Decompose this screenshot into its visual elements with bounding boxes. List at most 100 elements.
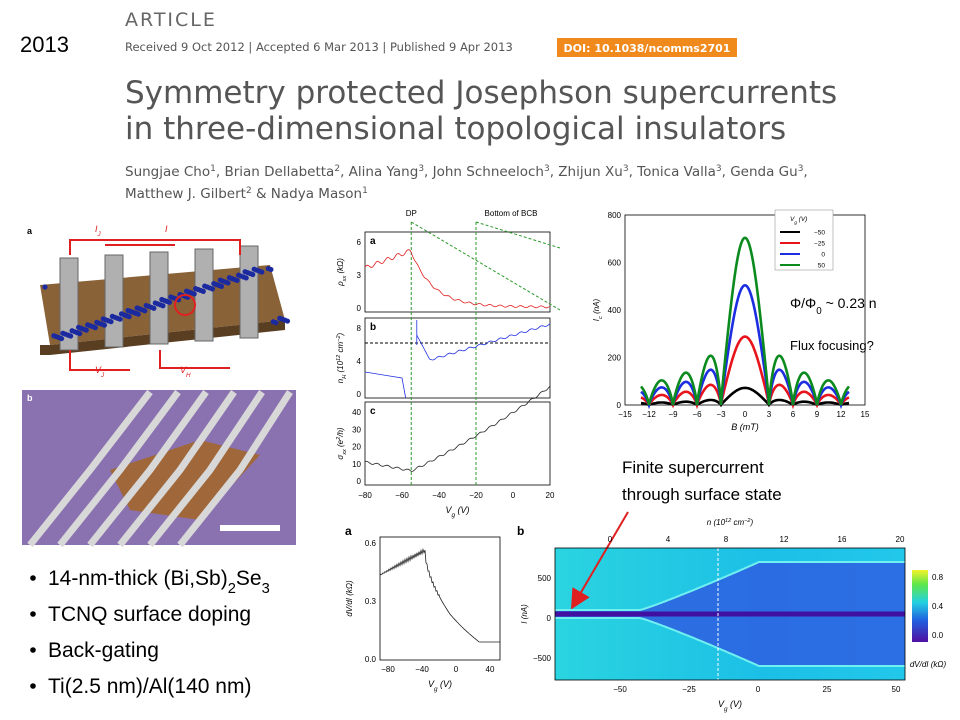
text-segment: (mT) (737, 422, 759, 432)
author-name: Matthew J. Gilbert (125, 186, 246, 202)
x-tick-label: 0 (454, 665, 459, 674)
bullet-text: TCNQ surface doping (48, 603, 251, 626)
device-dot (277, 315, 283, 321)
text-segment: (V) (797, 216, 807, 223)
annotation-arrow (570, 511, 629, 610)
author-affiliation: 2 (246, 186, 252, 196)
x-tick-label: −40 (432, 491, 446, 500)
author-affiliation: 2 (334, 164, 340, 174)
x-tick-label: 0 (608, 535, 613, 544)
x-tick-label: 25 (823, 685, 832, 694)
author-name: , Alina Yang (340, 164, 418, 180)
bullet-text: Back-gating (48, 639, 159, 662)
x-tick-label: 50 (892, 685, 901, 694)
legend-label: −25 (814, 241, 825, 248)
x-tick-label: 16 (838, 535, 847, 544)
text-segment: ) (750, 518, 754, 527)
y-tick-label: −500 (533, 654, 552, 663)
device-dot (211, 280, 217, 287)
device-label: VJ (95, 365, 105, 379)
data-curve (640, 386, 850, 408)
text-segment: H (186, 372, 191, 379)
text-segment: 12 (725, 518, 732, 524)
device-dot (100, 316, 106, 322)
device-dot (69, 328, 75, 334)
x-tick-label: 6 (791, 410, 796, 419)
top-axis-label: n (1012 cm−2) (707, 518, 754, 527)
y-tick-label: 400 (608, 306, 622, 315)
annotation: Flux focusing? (790, 338, 874, 353)
author-affiliation: 3 (716, 164, 722, 174)
y-tick-label: 0.6 (365, 539, 377, 548)
sem-lead (27, 389, 153, 548)
panel-letter: b (517, 524, 524, 538)
panel-letter: a (345, 524, 352, 538)
x-tick-label: 40 (486, 665, 495, 674)
x-tick-label: −3 (716, 410, 726, 419)
x-tick-label: 12 (780, 535, 789, 544)
doi-box (557, 38, 737, 57)
data-curve (364, 385, 551, 472)
x-tick-label: −25 (682, 685, 696, 694)
device-dot (125, 307, 131, 314)
text-segment: g (434, 686, 438, 693)
author-name: , Brian Dellabetta (216, 164, 334, 180)
device-lead (149, 251, 169, 345)
y-tick-label: 8 (357, 324, 362, 333)
text-segment: Φ/Φ (790, 295, 816, 311)
device-dot (51, 333, 57, 339)
device-dot (242, 269, 248, 275)
bullet-dot (30, 611, 36, 617)
y-tick-label: 0 (357, 390, 362, 399)
x-tick-label: 20 (896, 535, 905, 544)
text-segment: 14-nm-thick (Bi,Sb) (48, 567, 228, 590)
panel-letter: b (370, 322, 376, 333)
device-dot (226, 275, 233, 281)
colormap-ridge (555, 617, 905, 667)
text-segment: J (100, 372, 105, 379)
x-tick-label: −60 (395, 491, 409, 500)
text-segment: I (95, 224, 98, 234)
author-affiliation: 1 (362, 186, 368, 196)
paper-title: in three-dimensional topological insulat… (125, 111, 786, 147)
device-dot (159, 296, 165, 303)
guide-diagonal (410, 221, 561, 311)
x-tick-label: 12 (837, 410, 846, 419)
author-affiliation: 3 (623, 164, 629, 174)
sem-lead (117, 390, 237, 548)
sem-lead (147, 390, 265, 548)
author-affiliation: 1 (210, 164, 216, 174)
x-tick-label: 0 (511, 491, 516, 500)
legend-label: 50 (818, 263, 826, 270)
device-dot (152, 300, 158, 306)
text-segment: (e (336, 439, 345, 449)
x-tick-label: 9 (815, 410, 820, 419)
colorbar-tick-label: 0.8 (932, 573, 944, 582)
journal-label: ARTICLE (125, 9, 217, 31)
legend-label: −50 (814, 230, 825, 237)
x-tick-label: −20 (469, 491, 483, 500)
device-dot (42, 284, 48, 290)
device-lead (239, 245, 259, 339)
author-name: , John Schneeloch (424, 164, 544, 180)
data-curve (364, 249, 551, 309)
device-dot (183, 288, 190, 294)
device-dot (270, 319, 276, 325)
sem-flake (110, 440, 260, 520)
paper-title: Symmetry protected Josephson supercurren… (125, 75, 837, 111)
x-axis-label: B (mT) (731, 422, 759, 432)
text-segment: 3 (262, 581, 270, 597)
data-curve (640, 236, 850, 406)
x-tick-label: 20 (546, 491, 555, 500)
x-axis-label: Vg (V) (428, 679, 452, 693)
author-name: , Zhijun Xu (550, 164, 623, 180)
text-segment: xx (342, 276, 348, 283)
text-segment: −2 (336, 335, 342, 342)
x-tick-label: 4 (666, 535, 671, 544)
text-segment: dV/dI (kΩ) (345, 580, 354, 617)
text-segment: ) (336, 332, 345, 336)
text-segment: Se (236, 567, 262, 590)
text-segment: V (95, 365, 102, 375)
colorbar-label: dV/dI (kΩ) (910, 660, 947, 669)
